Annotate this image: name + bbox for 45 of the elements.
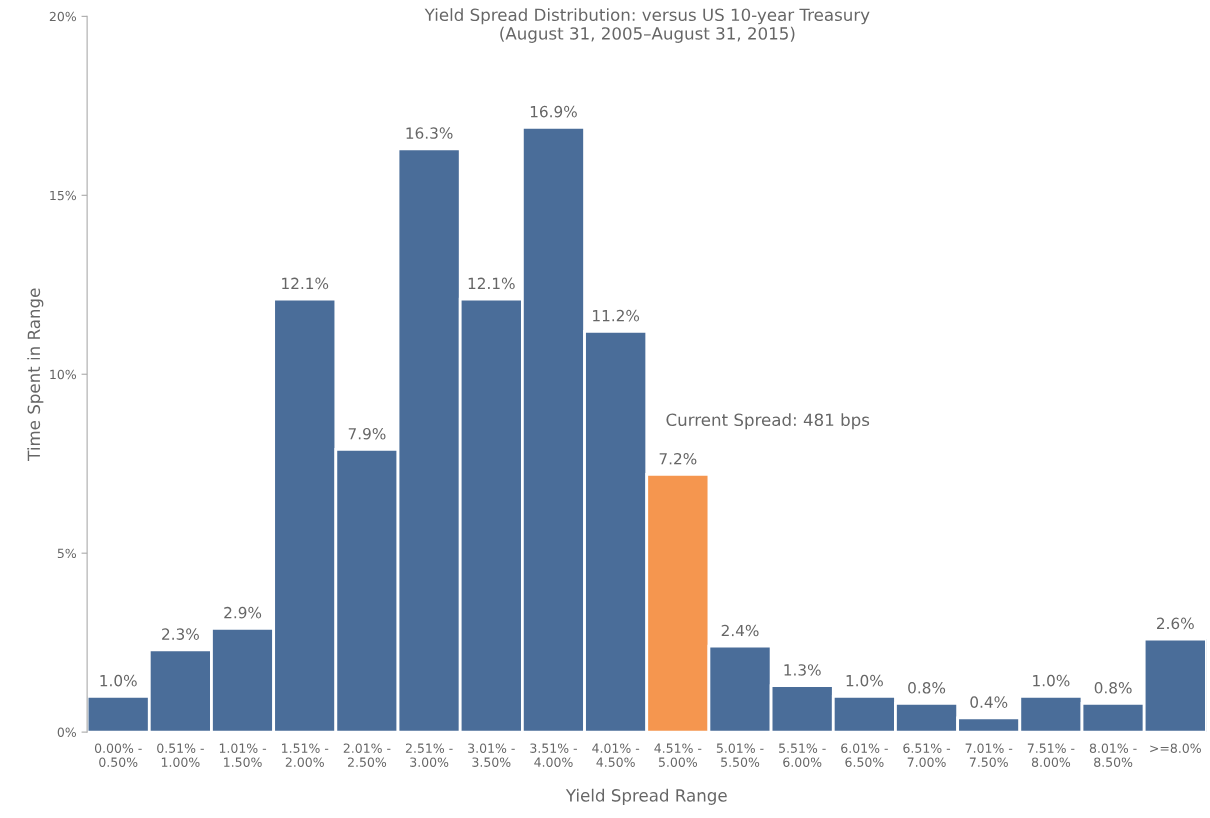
data-label: 2.3% — [162, 628, 199, 640]
x-tick-label: 0.51% - 1.00% — [157, 743, 204, 767]
x-tick-label: 3.51% - 4.00% — [530, 743, 577, 767]
y-axis-title: Time Spent in Range — [27, 288, 44, 461]
y-tick-label: 0% — [57, 727, 77, 738]
x-tick-label: 7.51% - 8.00% — [1027, 743, 1075, 767]
data-label: 0.8% — [908, 682, 946, 694]
data-label: 7.9% — [348, 427, 386, 440]
x-tick-label: 5.01% - 5.50% — [716, 743, 764, 767]
x-tick-label: 6.51% - 7.00% — [903, 743, 951, 767]
x-tick-label: 1.01% - 1.50% — [219, 743, 267, 767]
data-label: 1.0% — [1033, 674, 1070, 687]
y-tick-label: 20% — [49, 11, 77, 22]
annotation: Current Spread: 481 bps — [666, 413, 870, 430]
data-label: 0.4% — [970, 696, 1008, 708]
data-label: 16.3% — [406, 127, 453, 139]
x-tick-label: 7.01% - 7.50% — [965, 743, 1013, 767]
data-label: 2.6% — [1156, 617, 1194, 630]
x-tick-label: 8.01% - 8.50% — [1089, 743, 1137, 767]
data-label: 12.1% — [468, 277, 515, 290]
data-label: 11.2% — [593, 309, 640, 322]
x-tick-label: 5.51% - 6.00% — [779, 743, 826, 767]
y-tick-label: 10% — [50, 369, 77, 380]
x-tick-label: >=8.0% — [1150, 743, 1201, 753]
x-tick-label: 3.01% - 3.50% — [468, 743, 515, 767]
x-tick-label: 4.51% - 5.00% — [654, 743, 702, 767]
data-label: 16.9% — [530, 105, 577, 118]
data-label: 1.0% — [846, 674, 883, 687]
x-tick-label: 2.51% - 3.00% — [405, 743, 453, 767]
x-axis-title: Yield Spread Range — [565, 788, 727, 805]
y-tick-label: 15% — [50, 190, 77, 201]
x-tick-label: 0.00% - 0.50% — [94, 743, 142, 767]
data-label: 2.9% — [224, 606, 262, 619]
x-tick-label: 4.01% - 4.50% — [592, 743, 640, 767]
data-label: 2.4% — [721, 624, 759, 637]
x-tick-label: 1.51% - 2.00% — [282, 743, 329, 767]
chart-title: Yield Spread Distribution: versus US 10-year Treasury (August 31, 2005–August 31, 2015) — [424, 8, 870, 43]
x-tick-label: 2.01% - 2.50% — [343, 743, 391, 767]
x-tick-label: 6.01% - 6.50% — [841, 743, 888, 767]
data-label: 1.0% — [100, 674, 137, 687]
data-label: 7.2% — [659, 452, 697, 465]
data-label: 0.8% — [1094, 682, 1132, 694]
data-label: 12.1% — [282, 277, 329, 290]
y-tick-label: 5% — [57, 548, 77, 559]
data-label: 1.3% — [784, 664, 821, 676]
